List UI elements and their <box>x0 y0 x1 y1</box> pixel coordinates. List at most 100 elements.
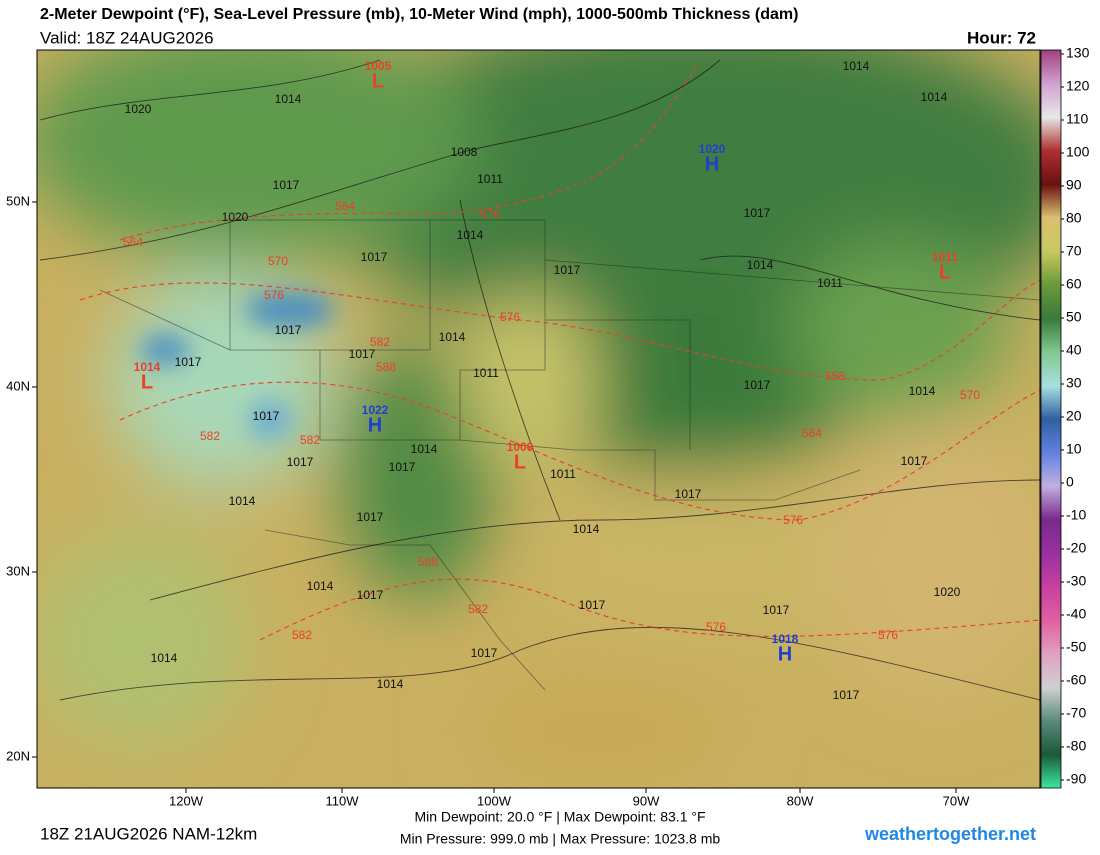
colorbar-tick-label: 60 <box>1066 276 1082 292</box>
isobar-label: 1014 <box>843 59 870 73</box>
center-letter: L <box>141 371 153 393</box>
isobar-label: 1017 <box>389 460 416 474</box>
isobar-label: 1017 <box>579 598 606 612</box>
colorbar-tick-label: 40 <box>1066 342 1082 358</box>
center-value: 1009 <box>507 440 534 454</box>
lat-label: 40N <box>6 378 30 393</box>
thickness-label: 576 <box>264 288 284 302</box>
colorbar-tick-label: 70 <box>1066 243 1082 259</box>
colorbar-tick-label: 0 <box>1066 474 1074 490</box>
isobar-label: 1014 <box>229 494 256 508</box>
lat-label: 20N <box>6 748 30 763</box>
thickness-lines <box>79 59 1040 641</box>
isobar-label: 1017 <box>361 250 388 264</box>
colorbar-tick-label: -30 <box>1066 573 1086 589</box>
isobar-label: 1017 <box>901 454 928 468</box>
colorbar-tick-label: -50 <box>1066 639 1086 655</box>
isobar-label: 1020 <box>125 102 152 116</box>
thickness-label: 588 <box>418 555 438 569</box>
colorbar-tick-label: 10 <box>1066 441 1082 457</box>
colorbar-tick-label: -90 <box>1066 771 1086 787</box>
isobar-label: 1017 <box>287 455 314 469</box>
center-value: 1005 <box>365 59 392 73</box>
isobar-label: 1011 <box>550 467 576 481</box>
isobar-label: 1017 <box>349 347 376 361</box>
isobar-label: 1014 <box>747 258 774 272</box>
lon-label: 110W <box>326 793 360 808</box>
isobar-label: 1014 <box>377 677 404 691</box>
thickness-label: 564 <box>802 426 822 440</box>
lat-label: 30N <box>6 563 30 578</box>
dewpoint-field <box>37 50 1040 788</box>
colorbar-tick-label: -70 <box>1066 705 1086 721</box>
isobar-label: 1017 <box>357 588 384 602</box>
colorbar-tick-label: 90 <box>1066 177 1082 193</box>
isobars <box>39 59 1040 701</box>
thickness-label: 576 <box>878 628 898 642</box>
colorbar-tick-label: 130 <box>1066 45 1090 61</box>
thickness-label: 570 <box>960 388 980 402</box>
thickness-label: 564 <box>335 199 355 213</box>
isobar-label: 1011 <box>477 172 503 186</box>
isobar-label: 1017 <box>833 688 860 702</box>
thickness-label: 582 <box>300 433 320 447</box>
boundaries <box>99 219 1040 691</box>
thickness-label: 576 <box>480 207 500 221</box>
center-letter: L <box>514 451 526 473</box>
colorbar-tick-label: -40 <box>1066 606 1086 622</box>
lon-label: 80W <box>787 793 814 808</box>
lat-label: 50N <box>6 193 30 208</box>
isobar-label: 1017 <box>175 355 202 369</box>
site-credit: weathertogether.net <box>864 824 1036 844</box>
isobar-label: 1011 <box>817 276 843 290</box>
isobar-label: 1017 <box>554 263 581 277</box>
thickness-label: 588 <box>376 360 396 374</box>
center-value: 1022 <box>362 403 389 417</box>
thickness-label: 576 <box>783 513 803 527</box>
valid-time: Valid: 18Z 24AUG2026 <box>40 28 214 47</box>
thickness-label: 576 <box>706 620 726 634</box>
isobar-label: 1017 <box>744 206 771 220</box>
colorbar-tick-label: 50 <box>1066 309 1082 325</box>
center-value: 1018 <box>772 632 799 646</box>
center-value: 1020 <box>699 142 726 156</box>
isobar-label: 1014 <box>307 579 334 593</box>
isobar-label: 1017 <box>763 603 790 617</box>
colorbar-tick-label: -80 <box>1066 738 1086 754</box>
isobar-label: 1008 <box>451 145 478 159</box>
colorbar-tick-label: 110 <box>1066 111 1089 127</box>
colorbar-tick-label: -20 <box>1066 540 1086 556</box>
colorbar-tick-label: -10 <box>1066 507 1086 523</box>
dry-pockets <box>140 292 335 440</box>
isobar-label: 1014 <box>275 92 302 106</box>
colorbar-tick-label: 120 <box>1066 78 1090 94</box>
pressure-range: Min Pressure: 999.0 mb | Max Pressure: 1… <box>400 831 721 847</box>
isobar-label: 1020 <box>934 585 961 599</box>
model-run: 18Z 21AUG2026 NAM-12km <box>40 824 257 843</box>
thickness-label: 570 <box>268 254 288 268</box>
center-letter: H <box>368 414 382 436</box>
colorbar-tick-label: 100 <box>1066 144 1090 160</box>
colorbar <box>1040 49 1062 789</box>
title: 2-Meter Dewpoint (°F), Sea-Level Pressur… <box>40 6 798 23</box>
colorbar-tick-label: 30 <box>1066 375 1082 391</box>
thickness-label: 558 <box>825 369 845 383</box>
isobar-label: 1014 <box>411 442 438 456</box>
forecast-hour: Hour: 72 <box>967 28 1036 47</box>
isobar-label: 1011 <box>473 366 499 380</box>
lon-label: 70W <box>943 793 970 808</box>
map-area <box>37 50 1040 788</box>
isobar-label: 1014 <box>151 651 178 665</box>
center-letter: L <box>372 70 384 92</box>
colorbar-tick-label: 80 <box>1066 210 1082 226</box>
isobar-label: 1017 <box>273 178 300 192</box>
thickness-label: 576 <box>500 310 520 324</box>
isobar-label: 1017 <box>675 487 702 501</box>
lon-label: 100W <box>477 793 512 808</box>
thickness-label: 582 <box>292 628 312 642</box>
isobar-label: 1020 <box>222 210 249 224</box>
isobar-label: 1014 <box>573 522 600 536</box>
isobar-label: 1017 <box>253 409 280 423</box>
isobar-label: 1014 <box>457 228 484 242</box>
